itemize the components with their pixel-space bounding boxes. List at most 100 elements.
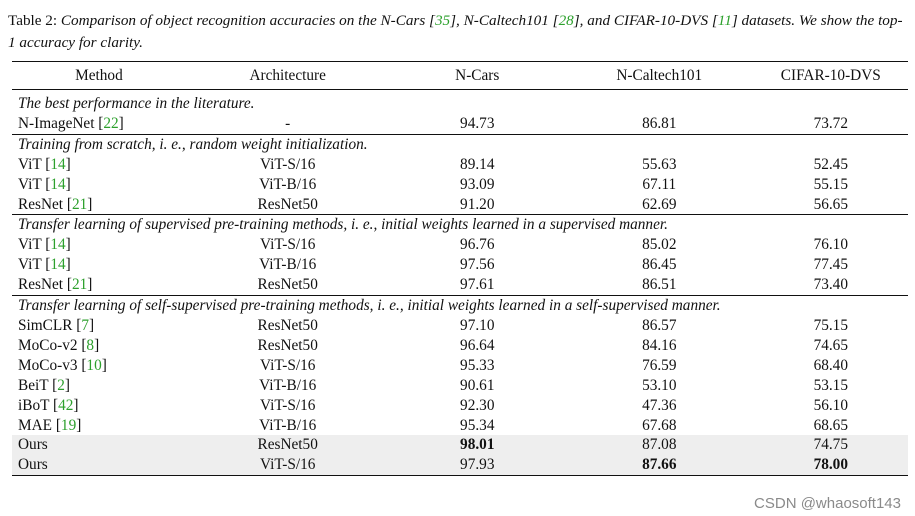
caption-ref-ncars[interactable]: 35 <box>434 12 451 29</box>
section-title: The best performance in the literature. <box>18 95 255 112</box>
method-ref[interactable]: 42 <box>58 396 74 414</box>
cifar-cell: 53.15 <box>813 376 848 394</box>
arch-cell: ViT-S/16 <box>259 236 316 254</box>
arch-cell: ViT-S/16 <box>185 455 390 477</box>
method-ref[interactable]: 21 <box>71 276 88 294</box>
header-row: Method Architecture N-Cars N-Caltech101 … <box>12 61 908 90</box>
method-name: N-ImageNet <box>18 114 95 132</box>
ncars-cell: 93.09 <box>460 175 495 193</box>
ncars-cell: 95.33 <box>460 356 495 374</box>
table-row: ResNet [21] ResNet50 97.61 86.51 73.40 <box>12 275 908 295</box>
section-title-row: The best performance in the literature. <box>12 90 908 114</box>
ncars-cell: 97.56 <box>460 256 495 274</box>
ncaltech-cell: 47.36 <box>642 396 677 414</box>
arch-cell: ViT-B/16 <box>259 376 317 394</box>
table-caption: Table 2: Comparison of object recognitio… <box>8 10 908 54</box>
method-ref[interactable]: 19 <box>60 416 77 434</box>
method-name: ViT <box>18 155 42 173</box>
method-ref[interactable]: 14 <box>50 256 66 274</box>
ncaltech-cell: 86.51 <box>642 276 677 294</box>
header-ncars: N-Cars <box>455 67 500 84</box>
arch-cell: ViT-S/16 <box>259 356 316 374</box>
method-name: ViT <box>18 175 42 193</box>
section-title-row: Training from scratch, i. e., random wei… <box>12 133 908 155</box>
method-ref[interactable]: 22 <box>103 114 119 132</box>
cifar-cell: 73.72 <box>813 114 848 132</box>
cifar-cell: 76.10 <box>813 236 848 254</box>
method-cell: ResNet [21] <box>18 276 93 294</box>
ncaltech-cell: 53.10 <box>642 376 677 394</box>
method-cell: ViT [14] <box>18 236 71 254</box>
ncaltech-cell: 86.57 <box>642 316 677 334</box>
ncars-cell: 96.64 <box>460 336 495 354</box>
arch-cell: ViT-B/16 <box>259 175 317 193</box>
caption-ref-cifar[interactable]: 11 <box>717 12 732 29</box>
header-ncaltech101: N-Caltech101 <box>616 67 703 84</box>
ncars-cell: 97.93 <box>389 455 565 477</box>
cifar-cell: 56.10 <box>813 396 848 414</box>
method-ref[interactable]: 8 <box>86 336 95 354</box>
cifar-cell: 52.45 <box>813 155 848 173</box>
method-ref[interactable]: 2 <box>57 376 65 394</box>
ncars-cell: 89.14 <box>460 155 495 173</box>
table-row: ViT [14] ViT-S/16 96.76 85.02 76.10 <box>12 235 908 255</box>
caption-label: Table 2: <box>8 12 58 29</box>
section-title: Training from scratch, i. e., random wei… <box>12 133 908 155</box>
method-name: MoCo-v3 <box>18 356 78 374</box>
arch-cell: ViT-S/16 <box>259 396 316 414</box>
caption-text-1: Comparison of object recognition accurac… <box>57 12 435 29</box>
method-cell: MoCo-v3 [10] <box>18 356 107 374</box>
cifar-cell: 68.40 <box>813 356 848 374</box>
table-row: iBoT [42] ViT-S/16 92.30 47.36 56.10 <box>12 396 908 416</box>
method-ref[interactable]: 10 <box>86 356 102 374</box>
method-cell: ViT [14] <box>18 175 71 193</box>
table-row: ResNet [21] ResNet50 91.20 62.69 56.65 <box>12 195 908 215</box>
ncars-cell: 95.34 <box>460 416 495 434</box>
method-cell: ResNet [21] <box>18 195 93 213</box>
table-row: N-ImageNet [22] - 94.73 86.81 73.72 <box>12 114 908 134</box>
section-title: Transfer learning of self-supervised pre… <box>12 295 908 316</box>
method-ref[interactable]: 14 <box>50 155 66 173</box>
table-row: BeiT [2] ViT-B/16 90.61 53.10 53.15 <box>12 376 908 396</box>
table-row-ours: Ours ResNet50 98.01 87.08 74.75 <box>12 435 908 456</box>
method-name: ViT <box>18 236 42 254</box>
method-cell: iBoT [42] <box>18 396 79 414</box>
method-ref[interactable]: 21 <box>71 195 88 213</box>
arch-cell: ResNet50 <box>257 336 318 354</box>
method-cell: ViT [14] <box>18 256 71 274</box>
method-name: MAE <box>18 416 52 434</box>
arch-cell: ViT-B/16 <box>259 416 317 434</box>
method-ref[interactable]: 14 <box>50 236 66 254</box>
ncars-cell: 97.61 <box>460 276 495 294</box>
method-cell: BeiT [2] <box>18 376 70 394</box>
header-architecture: Architecture <box>249 67 326 84</box>
method-name: MoCo-v2 <box>18 336 78 354</box>
method-cell: MAE [19] <box>18 416 82 434</box>
method-name: iBoT <box>18 396 50 414</box>
section-title-row: Transfer learning of self-supervised pre… <box>12 295 908 316</box>
method-name: ResNet <box>18 195 64 213</box>
results-table: Method Architecture N-Cars N-Caltech101 … <box>12 61 908 477</box>
arch-cell: - <box>285 114 291 132</box>
cifar-cell: 55.15 <box>813 175 848 193</box>
table-row: ViT [14] ViT-B/16 93.09 67.11 55.15 <box>12 175 908 195</box>
ncars-cell-best: 98.01 <box>389 435 565 456</box>
caption-text-4: ] datasets. We show the top-1 accuracy f… <box>8 12 903 51</box>
watermark: CSDN @whaosoft143 <box>754 495 901 512</box>
method-ref[interactable]: 14 <box>50 175 66 193</box>
caption-text-3: ], and CIFAR-10-DVS [ <box>573 12 718 29</box>
ncaltech-cell: 85.02 <box>642 236 677 254</box>
table-row: SimCLR [7] ResNet50 97.10 86.57 75.15 <box>12 316 908 336</box>
ncaltech-cell: 86.81 <box>642 114 677 132</box>
method-name: SimCLR <box>18 316 73 334</box>
method-ref[interactable]: 7 <box>81 316 89 334</box>
method-cell: Ours <box>12 435 186 456</box>
method-cell: MoCo-v2 [8] <box>18 336 100 354</box>
table-row: MAE [19] ViT-B/16 95.34 67.68 68.65 <box>12 416 908 436</box>
cifar-cell: 74.65 <box>813 336 848 354</box>
header-cifar10dvs: CIFAR-10-DVS <box>780 67 881 84</box>
section-title: Transfer learning of supervised pre-trai… <box>12 214 908 236</box>
ncaltech-cell: 62.69 <box>642 195 677 213</box>
caption-ref-ncaltech[interactable]: 28 <box>558 12 574 29</box>
arch-cell: ResNet50 <box>257 276 318 294</box>
